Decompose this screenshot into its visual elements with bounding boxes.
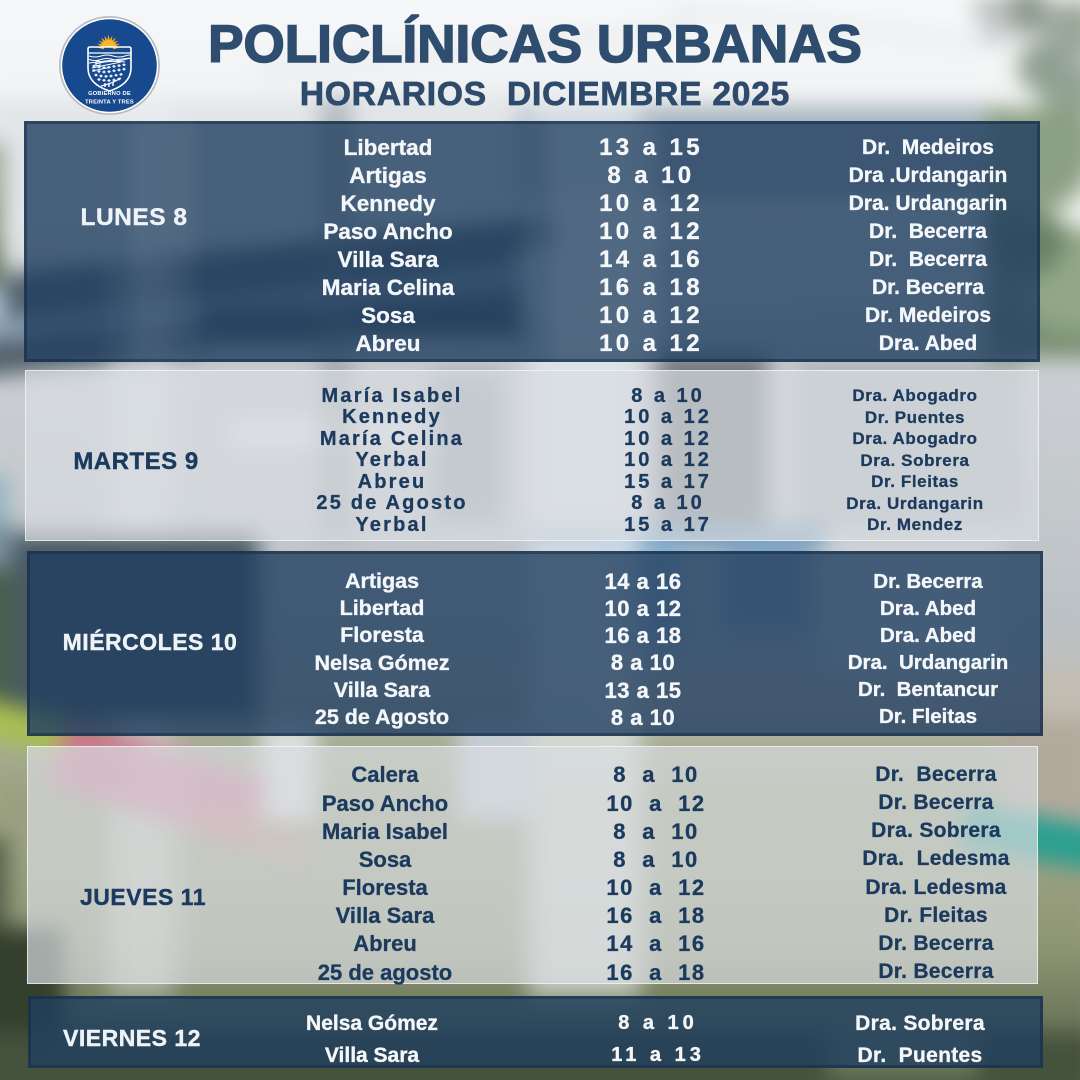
svg-text:GOBIERNO DE: GOBIERNO DE [88, 91, 131, 97]
svg-text:TREINTA Y TRES: TREINTA Y TRES [85, 100, 134, 106]
